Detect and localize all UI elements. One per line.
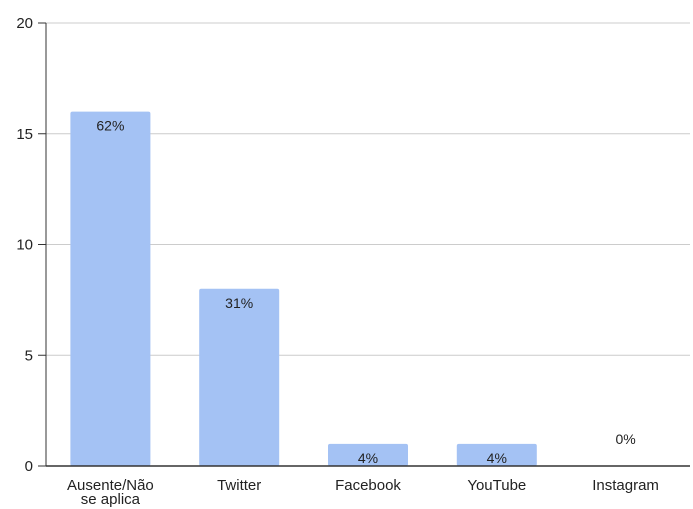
gridlines xyxy=(38,22,690,467)
bar-ausente xyxy=(70,111,151,466)
x-axis-category-labels: Ausente/Não se aplica Twitter Facebook Yo… xyxy=(67,477,659,508)
y-tick-label-10: 10 xyxy=(16,237,33,254)
data-label-instagram: 0% xyxy=(615,431,635,447)
data-label-facebook: 4% xyxy=(358,450,378,466)
data-label-twitter: 31% xyxy=(225,295,253,311)
x-category-label-ausente: Ausente/Não se aplica xyxy=(67,477,154,508)
bars xyxy=(70,111,537,466)
y-axis-tick-labels: 0 5 10 15 20 xyxy=(16,15,33,475)
data-label-youtube: 4% xyxy=(487,450,507,466)
x-category-label-instagram: Instagram xyxy=(592,477,659,494)
x-category-label-youtube: YouTube xyxy=(467,477,526,494)
x-category-label-twitter: Twitter xyxy=(217,477,261,494)
bar-facebook xyxy=(328,443,408,466)
x-category-label-facebook: Facebook xyxy=(335,477,401,494)
bar-twitter xyxy=(199,288,280,466)
y-tick-label-15: 15 xyxy=(16,126,33,143)
y-tick-label-0: 0 xyxy=(25,458,33,475)
y-tick-label-5: 5 xyxy=(25,347,33,364)
data-label-ausente: 62% xyxy=(96,118,124,134)
bar-youtube xyxy=(456,443,537,466)
data-labels: 62% 31% 4% 4% 0% xyxy=(96,118,635,466)
y-tick-label-20: 20 xyxy=(16,15,33,32)
